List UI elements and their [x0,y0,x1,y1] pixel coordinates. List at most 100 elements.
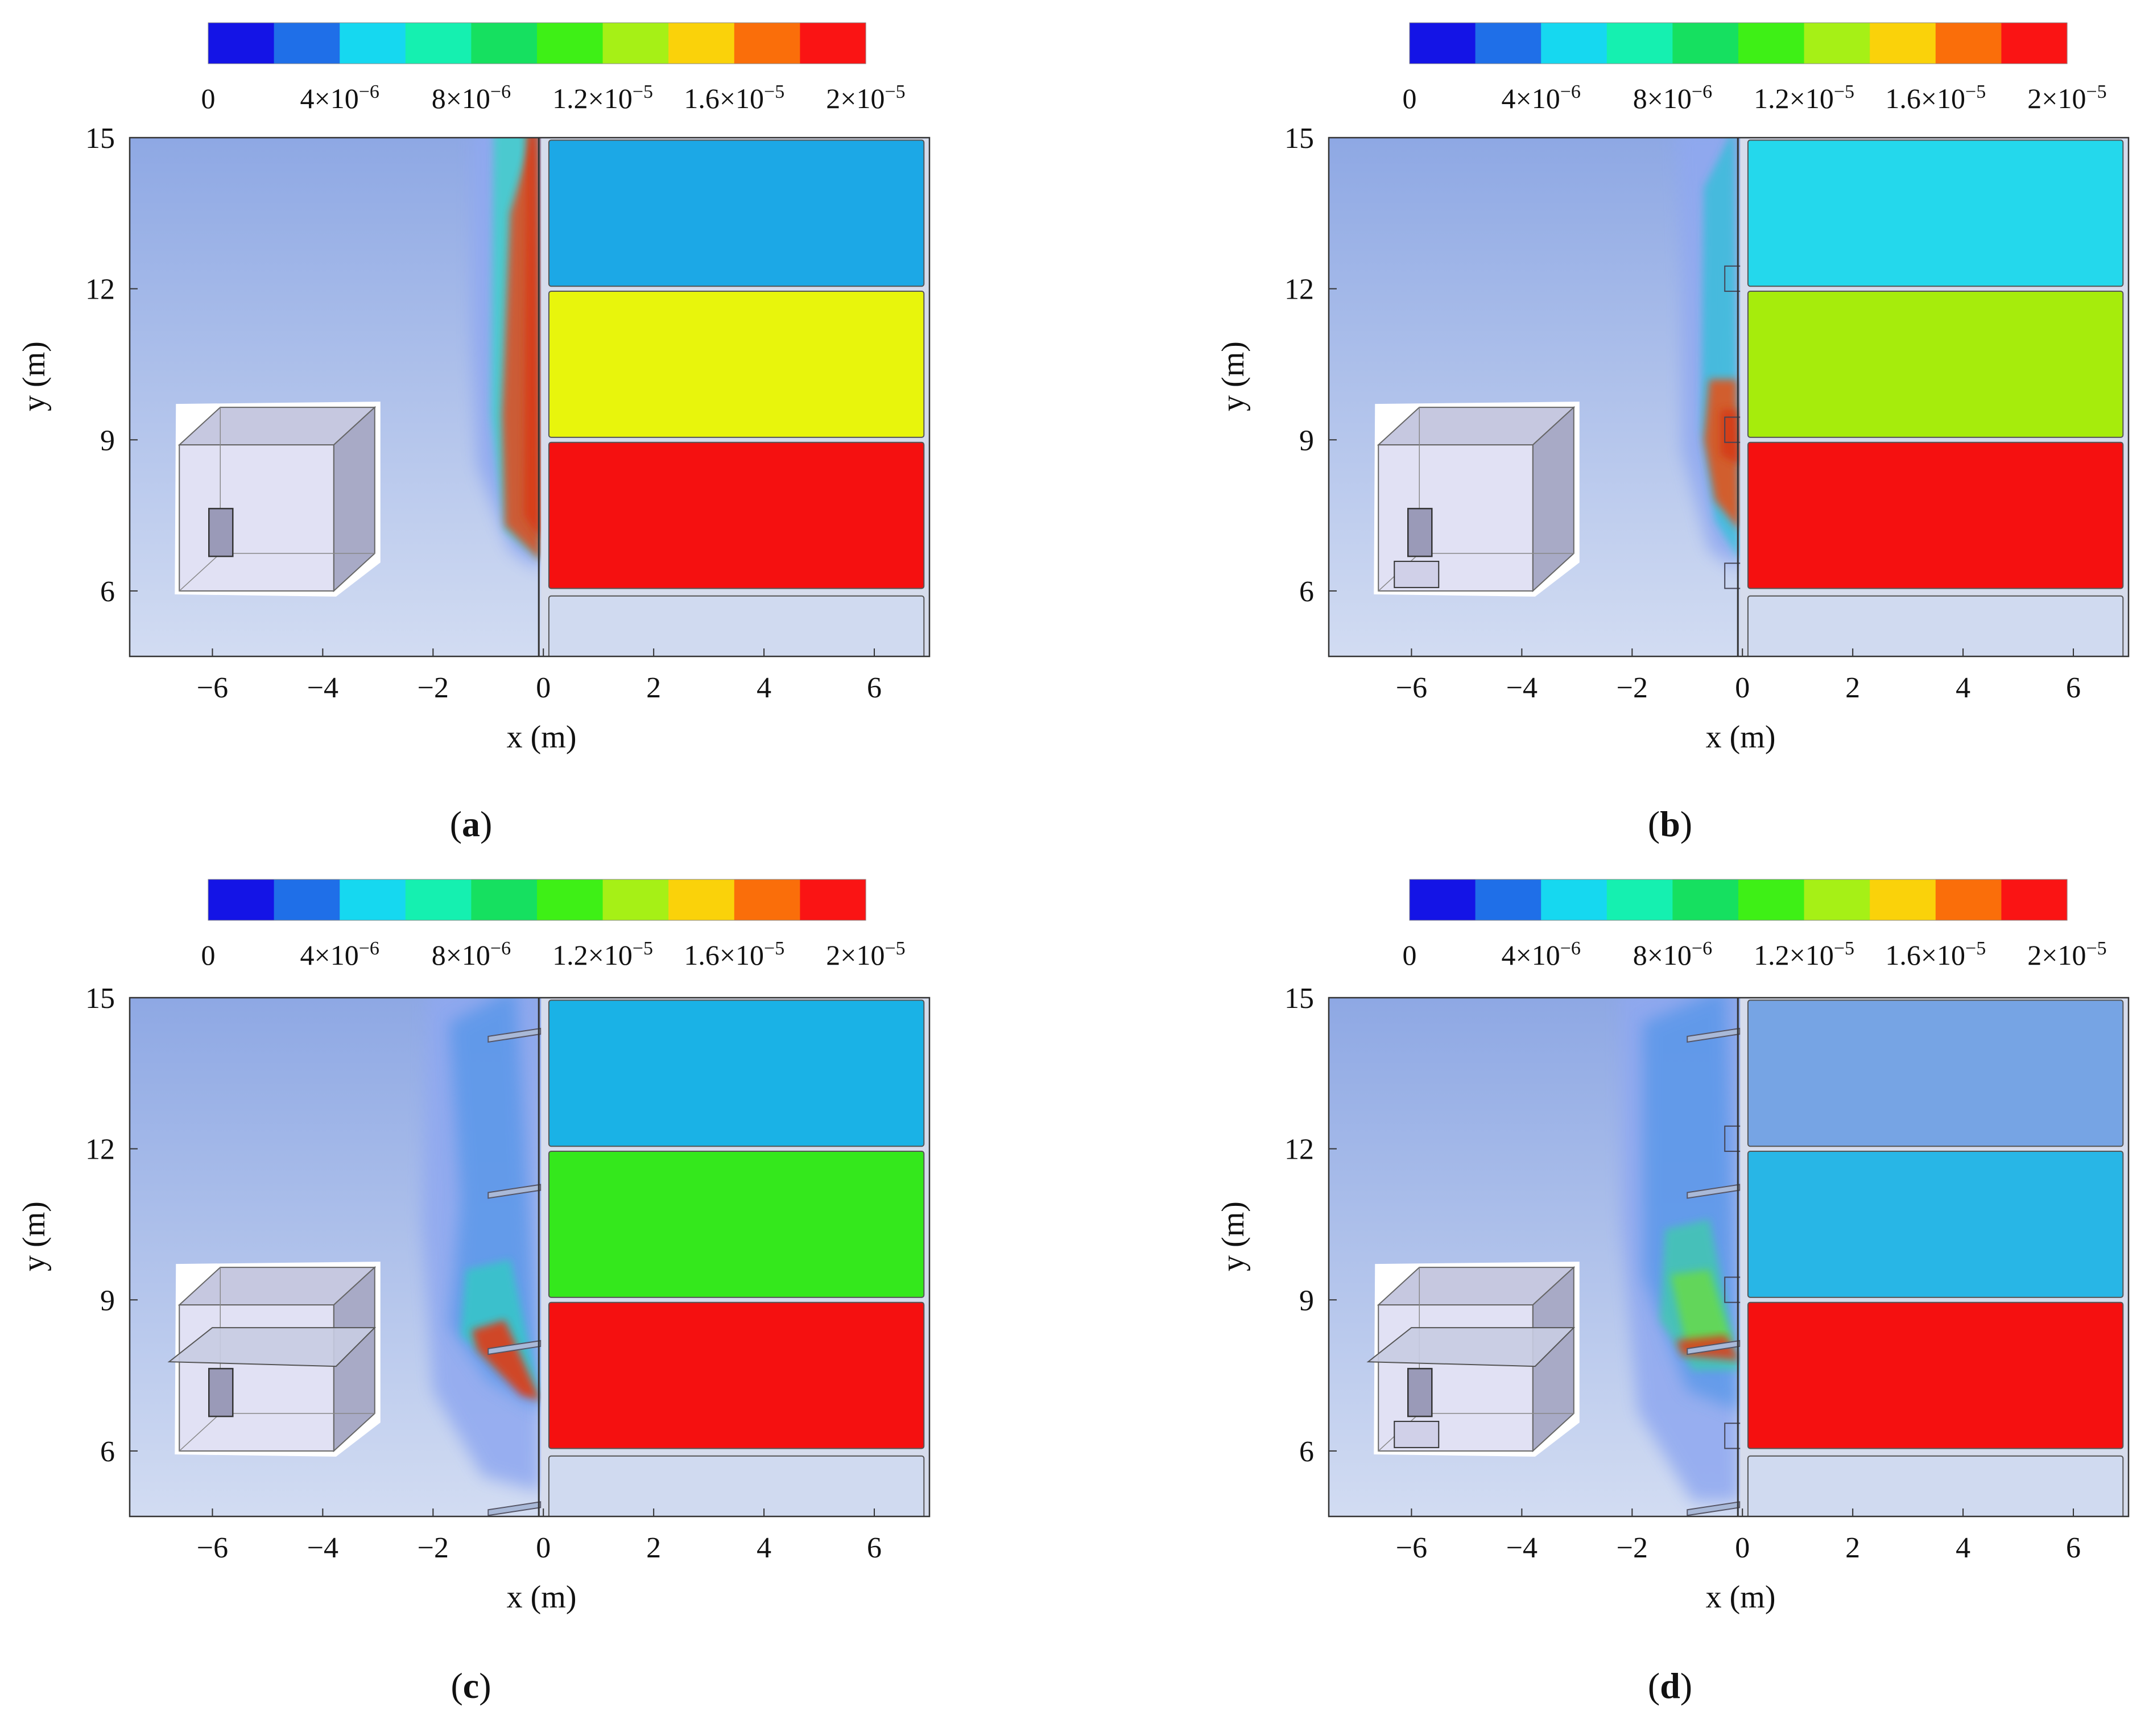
room-floor [548,291,925,438]
plume-layer [1671,1270,1731,1350]
y-tick-label: 6 [100,1436,115,1468]
colorbar-tick-label: 0 [201,939,216,971]
y-axis-label: y (m) [16,341,52,411]
x-tick-label: 6 [867,672,882,704]
y-tick-label: 9 [100,1284,115,1317]
y-tick-label: 9 [1299,1284,1314,1317]
sketch-front [179,1304,334,1452]
room-floor [1747,139,2124,287]
room-floor [1747,291,2124,438]
y-tick-label: 15 [1284,122,1314,155]
plot-content [175,138,929,656]
x-tick-label: −6 [1396,672,1427,704]
panel-d: 0 4×10−6 8×10−6 1.2×10−5 1.6×10−5 2×10−5 −6 −4 −… [1216,879,2130,1706]
x-tick-label: −4 [307,1532,338,1564]
balcony [1687,1184,1741,1199]
x-tick-label: −6 [197,1532,228,1564]
sketch-balcony [1366,1327,1576,1367]
colorbar-segment [340,879,406,920]
plot-content [1366,998,2129,1516]
x-tick-label: 6 [2066,672,2081,704]
colorbar-tick-label: 8×10−6 [1633,81,1712,115]
colorbar-tick-label: 2×10−5 [826,81,905,115]
colorbar-tick-label: 1.2×10−5 [552,81,653,115]
y-axis-label: y (m) [1216,1201,1251,1271]
sketch-door [208,507,234,557]
colorbar-frame [1409,22,2068,64]
colorbar-segment [602,879,669,920]
colorbar-segment [1870,23,1936,64]
panel-caption: (a) [450,804,493,844]
sketch-window [1394,560,1440,588]
colorbar-tick-label: 4×10−6 [1502,81,1581,115]
colorbar-segment [1738,879,1805,920]
room-floor [1747,1301,2124,1449]
colorbar-segment [2001,23,2068,64]
colorbar-segment [1606,23,1673,64]
balcony [1687,1340,1741,1355]
colorbar-segment [668,23,735,64]
colorbar-segment [1606,879,1673,920]
colorbar-segment [537,879,604,920]
panel-caption: (d) [1648,1665,1692,1706]
colorbar-frame [208,879,866,921]
panel-b: 0 4×10−6 8×10−6 1.2×10−5 1.6×10−5 2×10−5 −6 −4 −… [1216,22,2130,844]
plume-layer [524,138,541,541]
room-floor [548,1301,925,1449]
colorbar-tick-label: 0 [201,82,216,114]
colorbar-segment [2001,879,2068,920]
colorbar-segment [1935,879,2002,920]
colorbar-tick-label: 8×10−6 [432,938,511,972]
panel-a: 0 4×10−6 8×10−6 1.2×10−5 1.6×10−5 2×10−5 −6 −4 −… [16,22,931,844]
pollutant-plume [421,998,541,1491]
sketch-door [1407,507,1433,557]
x-tick-label: −6 [197,672,228,704]
colorbar-segment [471,879,538,920]
x-tick-label: −2 [418,1532,449,1564]
room-sketch-icon [175,402,381,597]
colorbar-tick-label: 1.2×10−5 [1754,938,1854,972]
colorbar-tick-label: 2×10−5 [826,938,905,972]
room-floor [548,139,925,287]
room-floor [1747,1151,2124,1298]
sketch-door [208,1367,234,1417]
balcony [487,1027,542,1043]
colorbar-segment [800,879,866,920]
room-sketch-icon [167,1262,381,1457]
y-tick-label: 15 [85,982,115,1015]
colorbar-segment [1672,879,1739,920]
colorbar-segment [274,23,340,64]
x-tick-label: 2 [646,1532,661,1564]
x-tick-label: 4 [1956,1532,1970,1564]
colorbar-segment [1475,879,1542,920]
colorbar-segment [800,23,866,64]
colorbar-segment [1738,23,1805,64]
y-tick-label: 6 [1299,1436,1314,1468]
colorbar-tick-label: 1.6×10−5 [684,938,784,972]
y-tick-label: 12 [85,1134,115,1166]
colorbar-segment [734,23,800,64]
plume-layer [472,1320,541,1401]
room-floor-ground [548,1455,925,1516]
sketch-front [179,444,334,592]
colorbar-tick-label: 4×10−6 [300,938,379,972]
colorbar-tick-label: 4×10−6 [1502,938,1581,972]
pollutant-plume [1676,138,1740,571]
colorbar-segment [274,879,340,920]
colorbar-segment [1870,879,1936,920]
y-axis-label: y (m) [1216,341,1251,411]
x-tick-label: −6 [1396,1532,1427,1564]
colorbar-segment [1410,23,1476,64]
colorbar-segment [1541,23,1607,64]
balcony [487,1501,542,1516]
panel-c: 0 4×10−6 8×10−6 1.2×10−5 1.6×10−5 2×10−5 −6 −4 −… [16,879,931,1706]
room-floor [548,999,925,1147]
colorbar-segment [340,23,406,64]
colorbar: 0 4×10−6 8×10−6 1.2×10−5 1.6×10−5 2×10−5 [1403,22,2107,115]
room-floor-ground [548,595,925,656]
x-tick-label: 0 [1735,672,1750,704]
x-tick-label: 4 [1956,672,1970,704]
x-tick-label: 2 [1845,1532,1860,1564]
axes-frame [1328,997,2130,1518]
